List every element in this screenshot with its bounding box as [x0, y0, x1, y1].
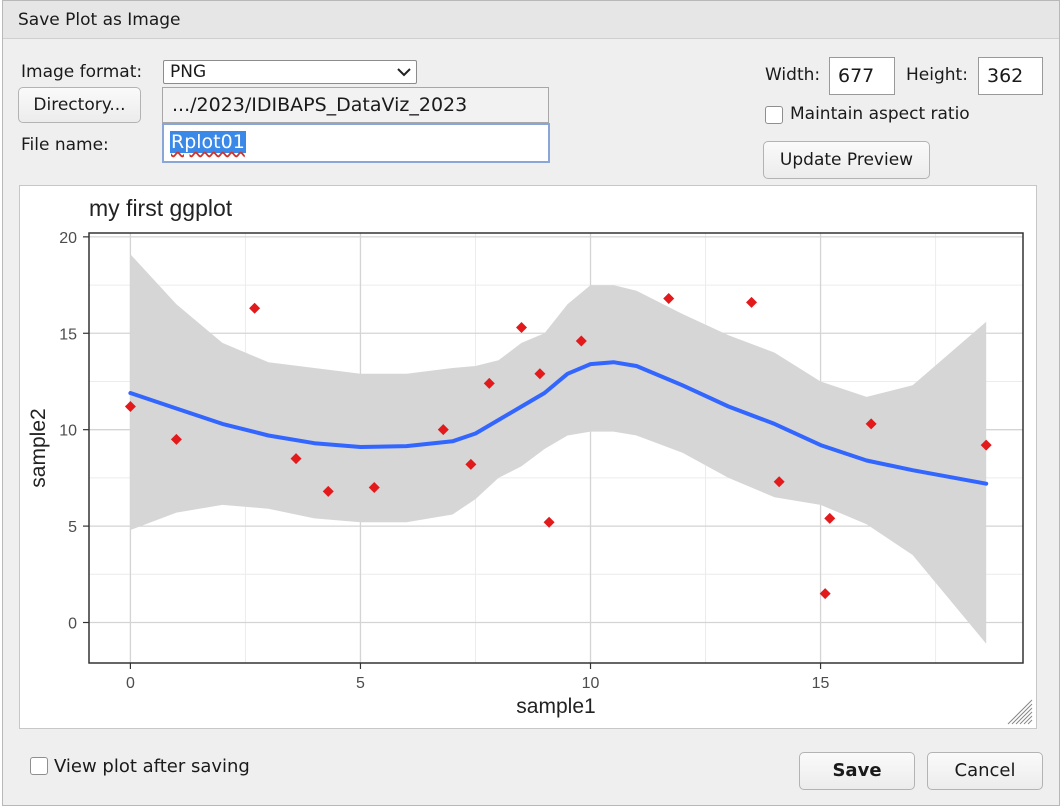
- y-tick-label: 0: [68, 616, 77, 633]
- data-point: [170, 433, 182, 445]
- data-point: [543, 516, 555, 528]
- data-points: [124, 293, 992, 600]
- chart-title: my first ggplot: [89, 195, 233, 221]
- y-tick-label: 20: [59, 230, 77, 247]
- data-point: [322, 485, 334, 497]
- data-point: [773, 476, 785, 488]
- data-point: [515, 321, 527, 333]
- data-point: [865, 418, 877, 430]
- y-tick-label: 5: [68, 519, 77, 536]
- width-label: Width:: [765, 65, 821, 85]
- smooth-line: [128, 360, 989, 486]
- data-point: [824, 512, 836, 524]
- image-format-label: Image format:: [21, 62, 143, 82]
- image-format-value: PNG: [170, 62, 207, 82]
- cancel-button[interactable]: Cancel: [927, 752, 1043, 790]
- maintain-aspect-checkbox[interactable]: [765, 106, 783, 124]
- data-point: [249, 302, 261, 314]
- dialog-title: Save Plot as Image: [3, 1, 1059, 39]
- x-axis: 0 5 10 15: [126, 663, 830, 692]
- resize-grip-icon[interactable]: [1004, 696, 1034, 726]
- data-point: [575, 335, 587, 347]
- image-format-select[interactable]: PNG: [163, 60, 417, 84]
- view-after-saving-label: View plot after saving: [54, 756, 250, 777]
- data-point: [663, 293, 675, 305]
- data-point: [124, 401, 136, 413]
- height-input[interactable]: 362: [978, 57, 1043, 95]
- height-label: Height:: [906, 65, 968, 85]
- data-point: [368, 482, 380, 494]
- file-name-input[interactable]: Rplot01: [162, 123, 550, 163]
- data-point: [819, 588, 831, 600]
- data-point: [483, 377, 495, 389]
- x-axis-title: sample1: [516, 695, 595, 718]
- data-point: [534, 368, 546, 380]
- data-point: [465, 458, 477, 470]
- chevron-down-icon: [397, 68, 411, 77]
- plot-preview: my first ggplot 0 5 10 15 0 5 10 15 20 sample1 …: [19, 185, 1037, 729]
- y-tick-label: 15: [59, 326, 77, 343]
- directory-button[interactable]: Directory...: [18, 87, 141, 123]
- y-tick-label: 10: [59, 423, 77, 440]
- data-point: [290, 453, 302, 465]
- data-point: [746, 296, 758, 308]
- data-point: [437, 424, 449, 436]
- file-name-label: File name:: [21, 135, 109, 155]
- y-axis-title: sample2: [27, 408, 50, 487]
- plot-border: [88, 232, 1024, 664]
- x-tick-label: 15: [812, 675, 830, 692]
- update-preview-button[interactable]: Update Preview: [763, 141, 930, 179]
- x-tick-label: 5: [356, 675, 365, 692]
- x-tick-label: 0: [126, 675, 135, 692]
- width-input[interactable]: 677: [829, 57, 895, 95]
- x-tick-label: 10: [582, 675, 600, 692]
- data-point: [980, 439, 992, 451]
- maintain-aspect-label: Maintain aspect ratio: [790, 104, 970, 124]
- confidence-ribbon: [130, 254, 987, 644]
- file-name-value: Rplot01: [170, 131, 246, 153]
- save-button[interactable]: Save: [799, 752, 915, 790]
- y-axis: 0 5 10 15 20: [59, 230, 89, 633]
- directory-path: .../2023/IDIBAPS_DataViz_2023: [162, 87, 549, 123]
- view-after-saving-checkbox[interactable]: [30, 757, 48, 775]
